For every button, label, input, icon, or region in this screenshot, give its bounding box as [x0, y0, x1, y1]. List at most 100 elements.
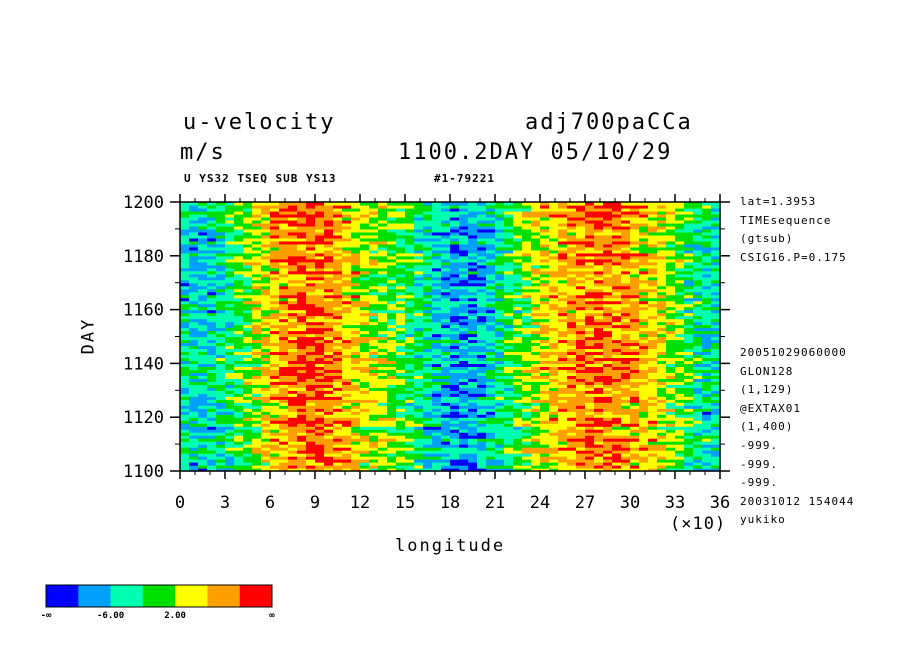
heatmap-cell	[675, 423, 685, 427]
heatmap-cell	[369, 294, 379, 299]
heatmap-cell	[468, 399, 478, 403]
heatmap-cell	[657, 384, 667, 388]
heatmap-cell	[513, 321, 523, 326]
heatmap-cell	[225, 468, 235, 472]
heatmap-cell	[648, 459, 658, 463]
heatmap-cell	[639, 315, 649, 320]
heatmap-cell	[495, 225, 505, 230]
heatmap-cell	[603, 261, 613, 266]
heatmap-cell	[432, 306, 442, 311]
heatmap-cell	[288, 357, 298, 362]
heatmap-cell	[603, 456, 613, 460]
heatmap-cell	[504, 294, 514, 299]
heatmap-cell	[684, 270, 694, 275]
heatmap-cell	[405, 438, 415, 442]
heatmap-cell	[522, 456, 532, 460]
heatmap-cell	[216, 291, 226, 296]
heatmap-cell	[342, 330, 352, 335]
heatmap-cell	[297, 327, 307, 332]
heatmap-cell	[270, 375, 280, 379]
heatmap-cell	[315, 363, 325, 367]
heatmap-cell	[630, 237, 640, 242]
heatmap-cell	[594, 426, 604, 430]
heatmap-cell	[360, 396, 370, 400]
heatmap-cell	[225, 423, 235, 427]
heatmap-cell	[396, 240, 406, 245]
heatmap-cell	[315, 354, 325, 359]
heatmap-cell	[549, 306, 559, 311]
heatmap-cell	[486, 339, 496, 344]
heatmap-cell	[351, 456, 361, 460]
heatmap-cell	[675, 249, 685, 254]
heatmap-cell	[207, 249, 217, 254]
heatmap-cell	[396, 453, 406, 457]
heatmap-cell	[252, 252, 262, 257]
heatmap-cell	[369, 438, 379, 442]
heatmap-cell	[207, 345, 217, 350]
heatmap-cell	[702, 456, 712, 460]
heatmap-cell	[585, 339, 595, 344]
heatmap-cell	[387, 318, 397, 323]
heatmap-cell	[351, 273, 361, 278]
heatmap-cell	[378, 267, 388, 272]
heatmap-cell	[261, 270, 271, 275]
heatmap-cell	[612, 270, 622, 275]
heatmap-cell	[333, 432, 343, 436]
heatmap-cell	[315, 264, 325, 269]
heatmap-cell	[234, 276, 244, 281]
heatmap-cell	[630, 267, 640, 272]
heatmap-cell	[576, 252, 586, 257]
heatmap-cell	[639, 408, 649, 412]
heatmap-cell	[531, 432, 541, 436]
heatmap-cell	[270, 285, 280, 290]
heatmap-cell	[207, 246, 217, 251]
heatmap-cell	[252, 363, 262, 367]
heatmap-cell	[243, 462, 253, 466]
heatmap-cell	[252, 378, 262, 382]
heatmap-cell	[594, 462, 604, 466]
heatmap-cell	[513, 342, 523, 347]
heatmap-cell	[702, 357, 712, 362]
heatmap-cell	[198, 432, 208, 436]
heatmap-cell	[396, 264, 406, 269]
heatmap-cell	[477, 378, 487, 382]
heatmap-cell	[432, 378, 442, 382]
heatmap-cell	[351, 231, 361, 236]
heatmap-cell	[423, 300, 433, 305]
heatmap-cell	[252, 288, 262, 293]
heatmap-cell	[432, 459, 442, 463]
heatmap-cell	[684, 450, 694, 454]
heatmap-cell	[495, 270, 505, 275]
heatmap-cell	[576, 327, 586, 332]
heatmap-cell	[477, 243, 487, 248]
heatmap-cell	[387, 345, 397, 350]
heatmap-cell	[693, 255, 703, 260]
heatmap-cell	[234, 450, 244, 454]
heatmap-cell	[333, 285, 343, 290]
heatmap-cell	[477, 318, 487, 323]
heatmap-cell	[189, 312, 199, 317]
heatmap-cell	[351, 369, 361, 373]
heatmap-cell	[639, 324, 649, 329]
heatmap-cell	[648, 465, 658, 469]
heatmap-cell	[279, 465, 289, 469]
heatmap-cell	[684, 288, 694, 293]
heatmap-cell	[702, 261, 712, 266]
heatmap-cell	[396, 444, 406, 448]
heatmap-cell	[441, 423, 451, 427]
heatmap-cell	[504, 393, 514, 397]
heatmap-cell	[261, 405, 271, 409]
heatmap-cell	[558, 426, 568, 430]
heatmap-cell	[648, 438, 658, 442]
heatmap-cell	[567, 369, 577, 373]
heatmap-cell	[360, 384, 370, 388]
heatmap-cell	[630, 249, 640, 254]
heatmap-cell	[396, 417, 406, 421]
heatmap-cell	[369, 225, 379, 230]
heatmap-cell	[576, 444, 586, 448]
heatmap-cell	[333, 414, 343, 418]
heatmap-cell	[468, 348, 478, 353]
heatmap-cell	[342, 468, 352, 472]
heatmap-cell	[666, 273, 676, 278]
heatmap-cell	[639, 372, 649, 376]
